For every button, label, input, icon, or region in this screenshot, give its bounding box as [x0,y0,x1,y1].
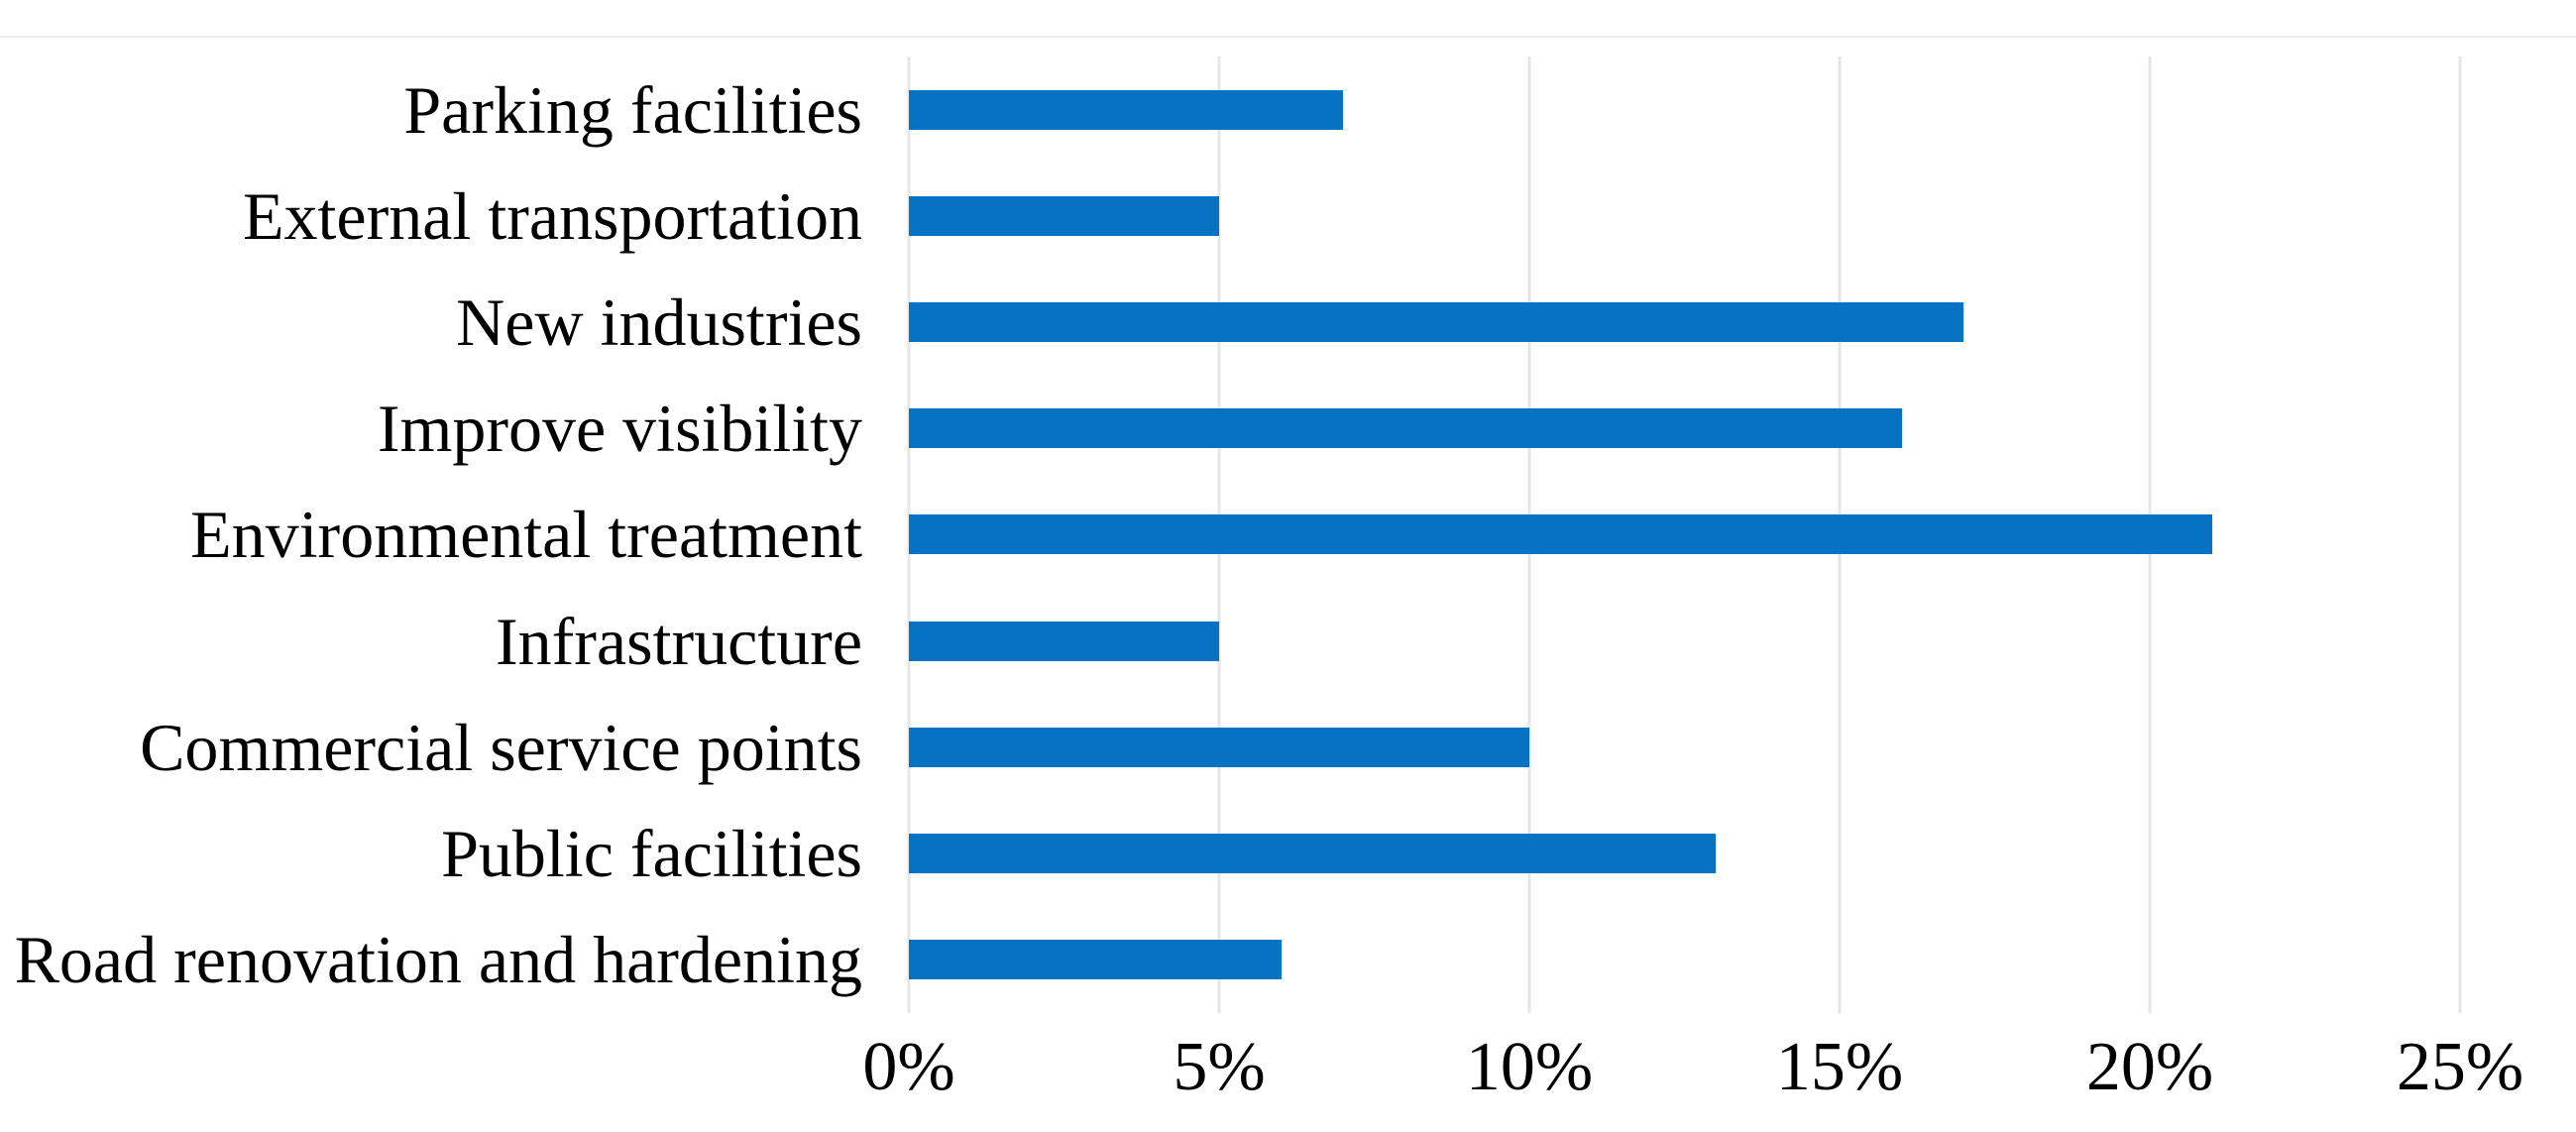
bar-improve-visibility [909,408,1902,449]
bar-row [909,376,2460,482]
x-axis-tick-labels: 0% 5% 10% 15% 20% 25% [862,1029,2523,1122]
x-axis-tick-label: 25% [2396,1029,2524,1105]
category-label: Improve visibility [377,391,862,467]
bar-environmental-treatment [909,514,2212,555]
category-label-row: Parking facilities [0,57,862,163]
category-label-row: Public facilities [0,801,862,907]
chart-top-border-line [0,36,2576,38]
bar-parking-facilities [909,89,1344,130]
x-axis-tick-label: 0% [862,1029,955,1105]
category-label: Road renovation and hardening [14,922,862,998]
category-label-row: Commercial service points [0,694,862,800]
bar-new-industries [909,302,1964,343]
bar-external-transportation [909,195,1219,236]
category-label: Public facilities [441,816,862,892]
x-axis-tick-label: 5% [1173,1029,1266,1105]
category-label-row: New industries [0,269,862,375]
category-label-row: Improve visibility [0,376,862,482]
category-label: Parking facilities [403,71,862,148]
category-label-row: External transportation [0,163,862,269]
bar-road-renovation-and-hardening [909,940,1282,980]
bar-commercial-service-points [909,727,1529,767]
x-axis-tick-label: 10% [1465,1029,1594,1105]
category-labels-column: Parking facilities External transportatio… [0,57,862,1013]
category-label: New industries [456,284,862,361]
bar-row [909,907,2460,1013]
plot-area [907,57,2462,1013]
bars-layer [909,57,2460,1013]
bar-row [909,801,2460,907]
bar-infrastructure [909,621,1219,661]
bar-public-facilities [909,834,1716,874]
bar-row [909,269,2460,375]
bar-row [909,163,2460,269]
category-label: External transportation [242,177,862,254]
bar-row [909,482,2460,588]
x-axis-tick-label: 20% [2085,1029,2214,1105]
bar-row [909,57,2460,163]
category-label: Infrastructure [495,603,862,679]
category-label-row: Infrastructure [0,588,862,694]
x-axis-tick-label: 15% [1775,1029,1904,1105]
category-label-row: Road renovation and hardening [0,907,862,1013]
bar-row [909,588,2460,694]
category-label-row: Environmental treatment [0,482,862,588]
category-label: Environmental treatment [190,497,862,573]
bar-row [909,694,2460,800]
vertical-gridline [2458,57,2462,1013]
category-label: Commercial service points [140,709,862,785]
